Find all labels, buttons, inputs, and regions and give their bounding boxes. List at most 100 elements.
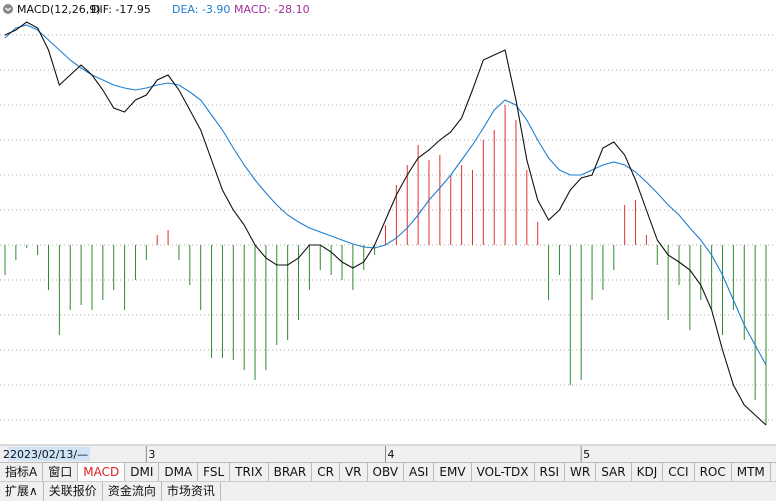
macd-bar (287, 245, 289, 340)
macd-bar (645, 235, 647, 245)
macd-bar (276, 245, 278, 345)
macd-bar (178, 245, 180, 260)
macd-bar (722, 245, 724, 335)
macd-bar (515, 120, 517, 245)
tab[interactable]: MACD (78, 463, 126, 481)
macd-bar (15, 245, 17, 260)
legend-entry: DEA: -3.90 (172, 3, 230, 16)
macd-bar (134, 245, 136, 280)
macd-bar (678, 245, 680, 285)
legend-entry: DIF: -17.95 (91, 3, 151, 16)
x-axis-bar (0, 445, 776, 462)
macd-bar (493, 130, 495, 245)
macd-bar (189, 245, 191, 285)
macd-bar (558, 245, 560, 275)
macd-bar (732, 245, 734, 310)
tab[interactable]: ROC (695, 463, 732, 481)
macd-bar (232, 245, 234, 360)
macd-bar (613, 245, 615, 270)
tab[interactable]: RSI (535, 463, 566, 481)
x-tick-label: 5 (583, 448, 590, 461)
macd-bar (363, 245, 365, 270)
tab[interactable]: 资金流向 (103, 482, 162, 501)
macd-bar (265, 245, 267, 370)
tab[interactable]: FSL (198, 463, 231, 481)
macd-bar (700, 245, 702, 300)
macd-bar (504, 105, 506, 245)
macd-bar (58, 245, 60, 335)
macd-bar (211, 245, 213, 358)
x-tick-label: 4 (388, 448, 395, 461)
chart: MACD(12,26,9) 2023/02/13/— 2 3 4 5 DIF: -17.… (0, 3, 776, 462)
tab[interactable]: EMV (434, 463, 472, 481)
macd-bar (417, 145, 419, 245)
x-tick-label: 2 (3, 448, 10, 461)
cursor-label-bg (8, 447, 90, 461)
macd-bar (482, 140, 484, 245)
macd-bar (743, 245, 745, 340)
macd-bar (80, 245, 82, 305)
macd-bar (754, 245, 756, 400)
macd-bar (471, 170, 473, 245)
tab[interactable]: CR (312, 463, 340, 481)
macd-bar (319, 245, 321, 270)
macd-bar (461, 165, 463, 245)
macd-bar (439, 155, 441, 245)
dropdown-icon[interactable] (3, 4, 13, 14)
tab[interactable]: 指标A (0, 463, 44, 481)
macd-bar (711, 245, 713, 310)
macd-bar (26, 245, 28, 248)
tab[interactable]: 窗口 (43, 463, 79, 481)
macd-bar (4, 245, 6, 275)
macd-bar (254, 245, 256, 380)
macd-bar (145, 245, 147, 260)
tab[interactable]: CCI (663, 463, 695, 481)
tab[interactable]: 市场资讯 (162, 482, 221, 501)
indicator-line (4, 24, 767, 366)
macd-bar (537, 222, 539, 245)
macd-bar (635, 200, 637, 245)
legend-entry: MACD: -28.10 (234, 3, 310, 16)
macd-bar (526, 170, 528, 245)
macd-bar (406, 165, 408, 245)
macd-bar (113, 245, 115, 290)
tab[interactable]: TRIX (230, 463, 269, 481)
macd-bar (450, 175, 452, 245)
tab[interactable]: OBV (368, 463, 405, 481)
tab[interactable]: 扩展∧ (0, 482, 44, 501)
macd-bar (243, 245, 245, 370)
macd-bar (667, 245, 669, 320)
tab[interactable]: DMA (159, 463, 199, 481)
macd-bar (624, 205, 626, 245)
macd-bar (765, 245, 767, 425)
tab[interactable]: ASI (404, 463, 435, 481)
macd-bar (385, 225, 386, 245)
macd-bar (47, 245, 49, 290)
macd-bar (308, 245, 310, 290)
tab[interactable]: BOLL (771, 463, 776, 481)
tab[interactable]: 关联报价 (44, 482, 103, 501)
tab[interactable]: DMI (125, 463, 160, 481)
macd-bar (395, 185, 397, 245)
macd-bar (428, 160, 430, 245)
macd-bar (102, 245, 104, 300)
macd-bar (91, 245, 93, 310)
tab[interactable]: KDJ (632, 463, 664, 481)
macd-bar (69, 245, 71, 310)
tab[interactable]: BRAR (269, 463, 313, 481)
macd-bar (548, 245, 550, 300)
tab[interactable]: SAR (596, 463, 632, 481)
macd-bar (330, 245, 332, 275)
tab[interactable]: MTM (732, 463, 771, 481)
tab[interactable]: WR (565, 463, 597, 481)
macd-bar (156, 235, 158, 245)
macd-bar (221, 245, 223, 358)
macd-bar (656, 245, 658, 265)
macd-bar (602, 245, 604, 290)
macd-bar (374, 245, 376, 255)
indicator-title: MACD(12,26,9) (17, 3, 101, 16)
tab[interactable]: VR (340, 463, 368, 481)
tab[interactable]: VOL-TDX (472, 463, 535, 481)
indicator-tabs: 指标A 窗口 MACD DMI DMA FSL TRIX BRAR CR VR OBV ASI EMV V… (0, 462, 776, 481)
